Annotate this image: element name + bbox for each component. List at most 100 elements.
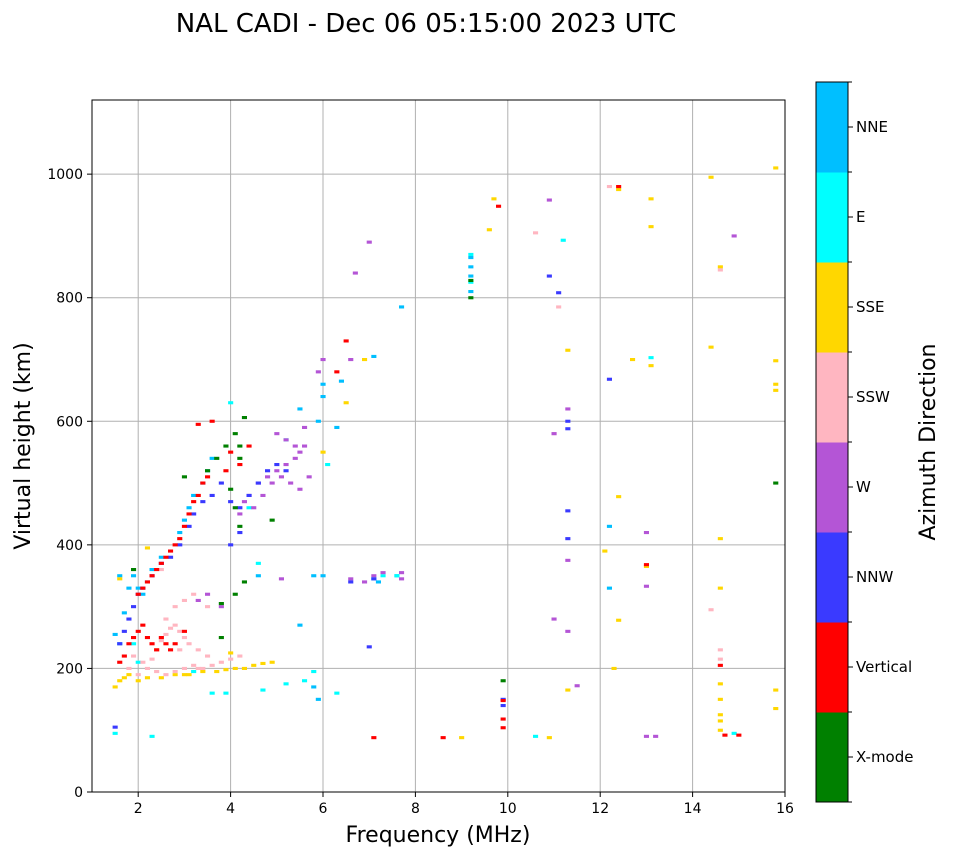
- data-point: [200, 670, 206, 674]
- data-point: [468, 296, 474, 300]
- data-point: [320, 574, 326, 578]
- data-point: [375, 580, 381, 584]
- data-point: [117, 577, 123, 581]
- data-point: [149, 574, 155, 578]
- data-point: [186, 524, 192, 528]
- data-point: [283, 682, 289, 686]
- data-point: [717, 719, 723, 723]
- data-point: [181, 673, 187, 677]
- data-point: [500, 704, 506, 708]
- y-tick-label: 1000: [47, 167, 83, 183]
- data-point: [117, 642, 123, 646]
- data-point: [348, 577, 354, 581]
- colorbar-label-vertical: Vertical: [856, 658, 912, 676]
- data-point: [302, 444, 308, 448]
- y-tick-label: 400: [56, 538, 83, 554]
- data-point: [131, 642, 137, 646]
- x-tick-label: 12: [591, 801, 609, 817]
- data-point: [648, 225, 654, 229]
- data-point: [717, 265, 723, 269]
- data-point: [260, 661, 266, 665]
- data-point: [362, 358, 368, 362]
- data-point: [205, 654, 211, 658]
- data-point: [112, 725, 118, 729]
- x-tick-label: 16: [776, 801, 794, 817]
- data-point: [315, 697, 321, 701]
- data-point: [274, 463, 280, 467]
- data-point: [181, 636, 187, 640]
- data-point: [246, 444, 252, 448]
- data-point: [209, 663, 215, 667]
- data-point: [135, 586, 141, 590]
- data-point: [177, 543, 183, 547]
- x-tick-label: 10: [499, 801, 517, 817]
- data-point: [302, 425, 308, 429]
- data-point: [121, 629, 127, 633]
- series-w: [195, 198, 737, 738]
- data-point: [209, 493, 215, 497]
- data-point: [468, 252, 474, 256]
- data-point: [565, 537, 571, 541]
- data-point: [158, 639, 164, 643]
- data-point: [311, 670, 317, 674]
- data-point: [218, 481, 224, 485]
- data-point: [218, 636, 224, 640]
- data-point: [362, 580, 368, 584]
- data-point: [399, 571, 405, 575]
- colorbar-label-w: W: [856, 478, 871, 496]
- data-point: [269, 660, 275, 664]
- data-point: [560, 238, 566, 242]
- data-point: [468, 280, 474, 284]
- data-point: [773, 166, 779, 170]
- data-point: [237, 531, 243, 535]
- data-point: [325, 463, 331, 467]
- data-point: [181, 666, 187, 670]
- data-point: [172, 543, 178, 547]
- data-point: [181, 629, 187, 633]
- data-point: [126, 642, 132, 646]
- data-point: [643, 564, 649, 568]
- data-point: [611, 666, 617, 670]
- data-point: [135, 629, 141, 633]
- colorbar-segment: [816, 442, 848, 533]
- data-point: [228, 657, 234, 661]
- data-point: [334, 370, 340, 374]
- data-point: [232, 666, 238, 670]
- data-point: [315, 370, 321, 374]
- colorbar-label-nnw: NNW: [856, 568, 893, 586]
- data-point: [117, 574, 123, 578]
- data-point: [717, 648, 723, 652]
- data-point: [163, 673, 169, 677]
- data-point: [191, 592, 197, 596]
- data-point: [255, 561, 261, 565]
- data-point: [731, 234, 737, 238]
- colorbar-label-ssw: SSW: [856, 388, 890, 406]
- y-axis-label: Virtual height (km): [11, 342, 36, 549]
- data-point: [556, 305, 562, 309]
- colorbar-segment: [816, 622, 848, 713]
- data-point: [237, 456, 243, 460]
- data-point: [131, 605, 137, 609]
- data-point: [722, 733, 728, 737]
- data-point: [574, 684, 580, 688]
- data-point: [717, 586, 723, 590]
- data-point: [283, 463, 289, 467]
- plot-background: [92, 100, 785, 792]
- data-point: [237, 444, 243, 448]
- data-point: [218, 660, 224, 664]
- data-point: [144, 676, 150, 680]
- data-point: [708, 608, 714, 612]
- data-point: [205, 475, 211, 479]
- data-point: [648, 364, 654, 368]
- data-point: [551, 617, 557, 621]
- data-point: [205, 605, 211, 609]
- data-point: [126, 586, 132, 590]
- data-point: [468, 290, 474, 294]
- data-point: [468, 274, 474, 278]
- data-point: [616, 185, 622, 189]
- colorbar-segment: [816, 262, 848, 353]
- data-point: [163, 632, 169, 636]
- x-tick-label: 14: [684, 801, 702, 817]
- data-point: [112, 632, 118, 636]
